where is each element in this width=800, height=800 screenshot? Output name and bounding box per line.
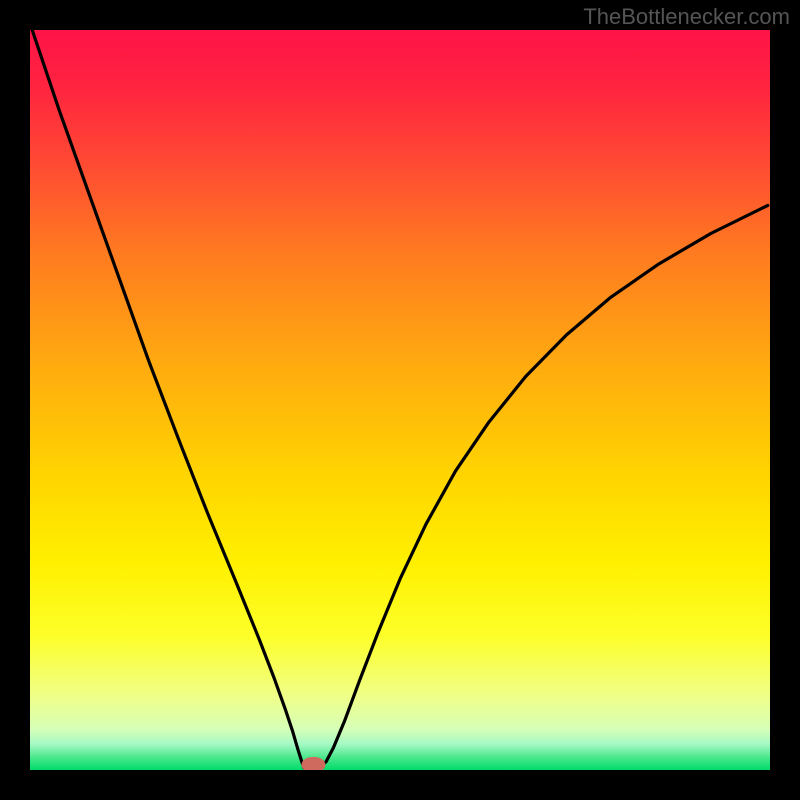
- border-right: [770, 0, 800, 800]
- chart-frame: TheBottlenecker.com: [0, 0, 800, 800]
- watermark-text: TheBottlenecker.com: [583, 4, 790, 30]
- bottleneck-chart: [0, 0, 800, 800]
- border-bottom: [0, 770, 800, 800]
- border-left: [0, 0, 30, 800]
- gradient-background: [30, 30, 770, 770]
